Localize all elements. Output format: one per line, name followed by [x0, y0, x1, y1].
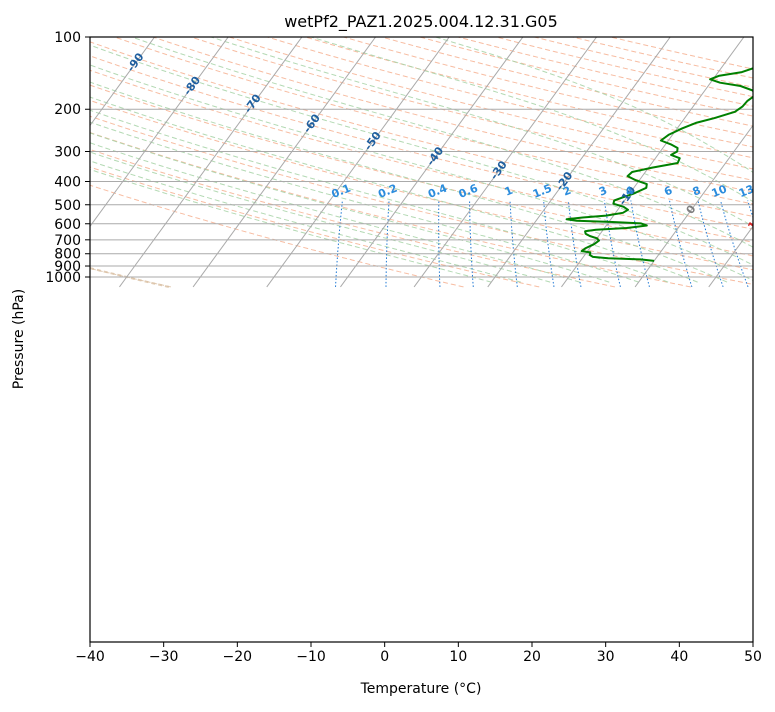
y-tick-label: 400	[54, 174, 81, 190]
mixing-ratio-label: 10	[710, 182, 729, 200]
y-tick-label: 800	[54, 247, 81, 263]
isotherm-label: -30	[488, 158, 510, 182]
x-axis-label: Temperature (°C)	[360, 681, 482, 697]
isotherm-line	[193, 32, 379, 287]
mixing-ratio-line	[770, 201, 775, 287]
isotherm-label: -50	[362, 129, 384, 153]
x-tick-label: 20	[523, 649, 541, 665]
mixing-ratio-line	[568, 201, 581, 287]
y-tick-label: 100	[54, 30, 81, 46]
mixing-ratio-label: 8	[691, 184, 703, 199]
mixing-ratio-label: 6	[662, 184, 674, 199]
isotherm-line	[488, 32, 674, 287]
dry-adiabat-line	[476, 32, 775, 287]
isotherm-label: -60	[301, 111, 323, 135]
mixing-ratio-line	[631, 201, 650, 287]
x-tick-label: −10	[296, 649, 326, 665]
mixing-ratio-label: 0.6	[457, 181, 480, 200]
mixing-ratio-line	[748, 201, 775, 287]
mixing-ratio-line	[721, 201, 749, 287]
mixing-ratio-label: 16	[759, 182, 775, 200]
dry-adiabat-line	[0, 32, 691, 287]
isotherm-line	[0, 32, 11, 287]
reference-curve-line	[0, 32, 169, 287]
y-tick-label: 200	[54, 102, 81, 118]
background-lines	[0, 32, 775, 287]
dry-adiabat-line	[438, 32, 775, 287]
reference-curve-line	[0, 32, 171, 287]
dry-adiabat-line	[62, 32, 775, 287]
chart-title: wetPf2_PAZ1.2025.004.12.31.G05	[284, 12, 558, 32]
plot-frame	[90, 37, 753, 642]
mixing-ratio-label: 0.1	[330, 182, 353, 201]
isotherm-label: -40	[424, 144, 446, 168]
y-axis-label: Pressure (hPa)	[11, 289, 27, 389]
x-tick-label: −20	[223, 649, 253, 665]
y-tick-label: 300	[54, 145, 81, 161]
x-tick-label: −30	[149, 649, 179, 665]
isotherm-label: -90	[124, 50, 146, 74]
x-tick-label: 10	[449, 649, 467, 665]
y-tick-label: 700	[54, 233, 81, 249]
mixing-ratio-line	[336, 201, 343, 287]
mixing-ratio-line	[470, 201, 474, 287]
dry-adiabat-line	[288, 32, 775, 287]
x-tick-label: −40	[75, 649, 105, 665]
x-tick-label: 0	[380, 649, 389, 665]
y-tick-label: 600	[54, 217, 81, 233]
dry-adiabat-line	[175, 32, 775, 287]
x-tick-label: 30	[597, 649, 615, 665]
mixing-ratio-label: 1.5	[531, 182, 554, 201]
x-tick-label: 50	[744, 649, 762, 665]
isotherm-label: -70	[242, 92, 264, 116]
y-tick-label: 500	[54, 198, 81, 214]
isotherm-label: -80	[181, 74, 203, 98]
mixing-ratio-line	[386, 201, 389, 287]
dry-adiabat-line	[250, 32, 775, 287]
isotherm-line	[119, 32, 305, 287]
dry-adiabat-line	[0, 32, 775, 287]
x-tick-label: 40	[670, 649, 688, 665]
